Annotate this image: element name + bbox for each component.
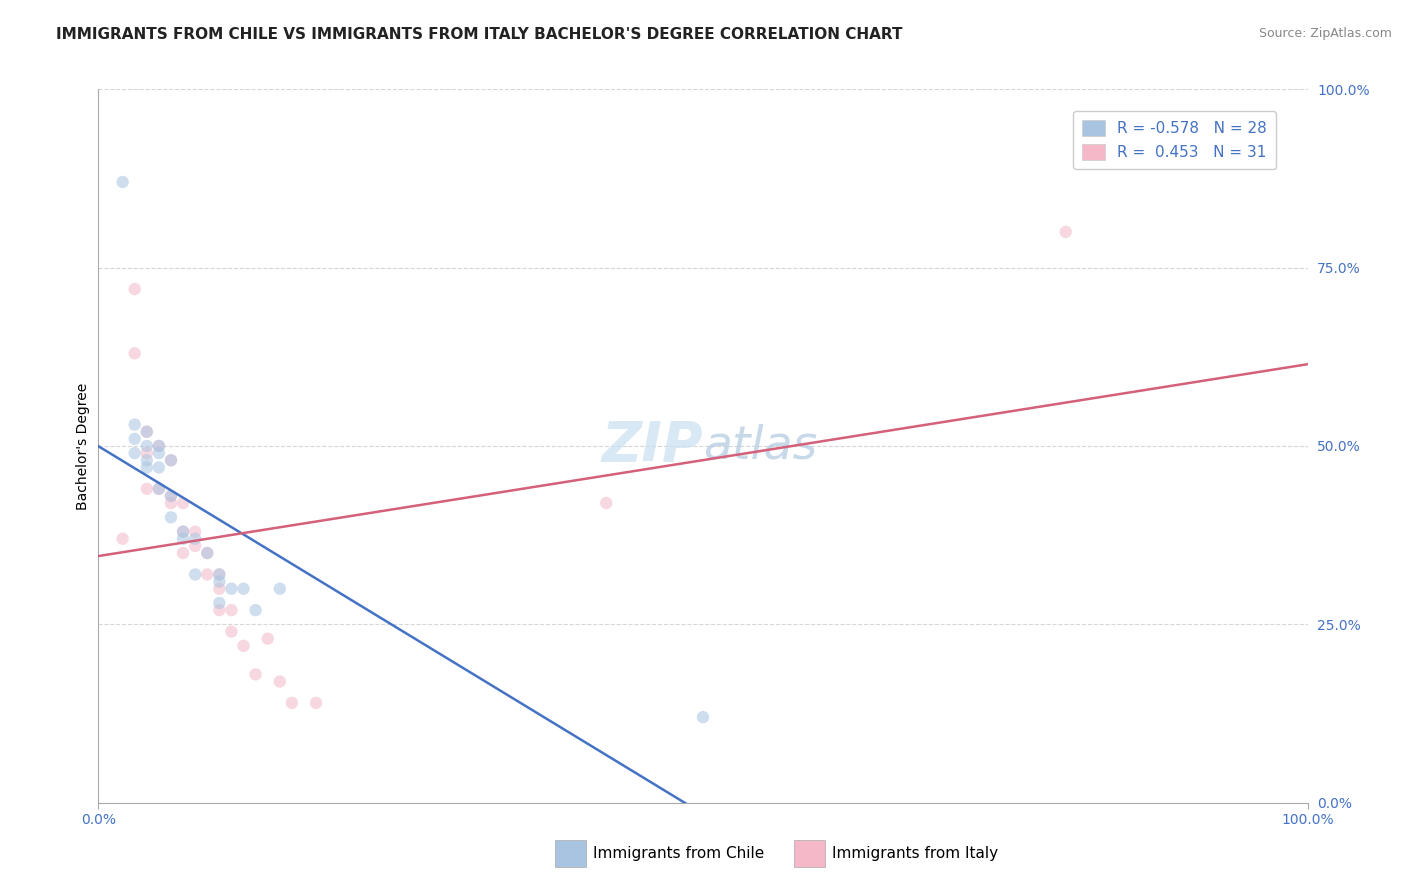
Y-axis label: Bachelor's Degree: Bachelor's Degree xyxy=(76,383,90,509)
Point xyxy=(208,596,231,610)
Point xyxy=(148,446,170,460)
Point xyxy=(148,460,170,475)
Point xyxy=(124,446,146,460)
Point xyxy=(269,582,291,596)
Point xyxy=(135,425,157,439)
Point xyxy=(135,453,157,467)
Text: IMMIGRANTS FROM CHILE VS IMMIGRANTS FROM ITALY BACHELOR'S DEGREE CORRELATION CHA: IMMIGRANTS FROM CHILE VS IMMIGRANTS FROM… xyxy=(56,27,903,42)
Point xyxy=(232,582,254,596)
Point xyxy=(595,496,617,510)
Point xyxy=(135,425,157,439)
Point xyxy=(221,582,243,596)
Point xyxy=(148,482,170,496)
Point xyxy=(232,639,254,653)
Point xyxy=(135,439,157,453)
Point xyxy=(184,567,207,582)
Text: Immigrants from Chile: Immigrants from Chile xyxy=(593,847,765,861)
Point xyxy=(184,532,207,546)
Point xyxy=(124,346,146,360)
Point xyxy=(245,603,267,617)
Text: Immigrants from Italy: Immigrants from Italy xyxy=(832,847,998,861)
Point xyxy=(692,710,714,724)
Point xyxy=(160,489,183,503)
Point xyxy=(281,696,304,710)
Point xyxy=(1054,225,1077,239)
Point xyxy=(172,524,194,539)
Point xyxy=(208,567,231,582)
Point xyxy=(221,603,243,617)
Point xyxy=(135,482,157,496)
Point xyxy=(148,482,170,496)
Point xyxy=(124,432,146,446)
Point xyxy=(256,632,278,646)
Point xyxy=(184,539,207,553)
Point xyxy=(111,532,134,546)
Point xyxy=(195,567,218,582)
Point xyxy=(135,446,157,460)
Point xyxy=(245,667,267,681)
Point xyxy=(208,582,231,596)
Point xyxy=(124,417,146,432)
Point xyxy=(172,524,194,539)
Legend: R = -0.578   N = 28, R =  0.453   N = 31: R = -0.578 N = 28, R = 0.453 N = 31 xyxy=(1073,112,1275,169)
Point xyxy=(269,674,291,689)
Point xyxy=(172,496,194,510)
Point xyxy=(305,696,328,710)
Point xyxy=(160,489,183,503)
Point xyxy=(160,453,183,467)
Text: ZIP: ZIP xyxy=(602,419,703,473)
Point xyxy=(148,439,170,453)
Point xyxy=(172,546,194,560)
Point xyxy=(160,510,183,524)
Point xyxy=(184,524,207,539)
Point xyxy=(124,282,146,296)
Point xyxy=(208,603,231,617)
Point xyxy=(135,460,157,475)
Text: atlas: atlas xyxy=(703,424,817,468)
Text: Source: ZipAtlas.com: Source: ZipAtlas.com xyxy=(1258,27,1392,40)
Point xyxy=(160,496,183,510)
Point xyxy=(148,439,170,453)
Point xyxy=(208,567,231,582)
Point xyxy=(111,175,134,189)
Point xyxy=(195,546,218,560)
Point xyxy=(172,532,194,546)
Point xyxy=(160,453,183,467)
Point xyxy=(195,546,218,560)
Point xyxy=(208,574,231,589)
Point xyxy=(221,624,243,639)
